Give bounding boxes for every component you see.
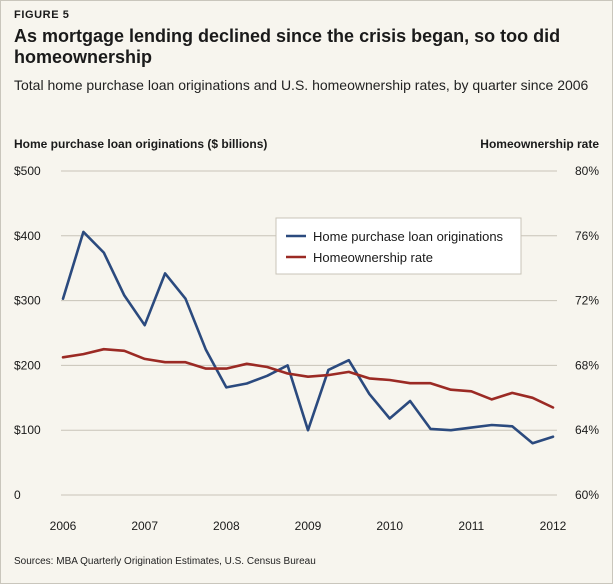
legend-entry: Homeownership rate <box>313 250 433 265</box>
x-tick-label: 2006 <box>50 519 77 533</box>
chart-title: As mortgage lending declined since the c… <box>14 26 561 67</box>
series-line-originations <box>61 230 555 445</box>
x-tick-label: 2009 <box>295 519 322 533</box>
figure-label: FIGURE 5 <box>14 9 70 21</box>
y-right-tick-label: 76% <box>575 229 599 243</box>
y-left-tick-label: $500 <box>14 164 41 178</box>
y-right-tick-label: 60% <box>575 488 599 502</box>
y-left-tick-label: $100 <box>14 423 41 437</box>
y-left-axis-title: Home purchase loan originations ($ billi… <box>14 137 267 151</box>
y-left-tick-label: 0 <box>14 488 21 502</box>
x-tick-label: 2012 <box>540 519 567 533</box>
y-left-tick-label: $200 <box>14 358 41 372</box>
chart-subtitle: Total home purchase loan originations an… <box>14 77 589 93</box>
y-right-axis-title: Homeownership rate <box>480 137 599 151</box>
x-tick-label: 2010 <box>376 519 403 533</box>
legend-entry: Home purchase loan originations <box>313 229 504 244</box>
x-tick-label: 2007 <box>131 519 158 533</box>
y-right-tick-label: 80% <box>575 164 599 178</box>
tick-labels: 0 $100 $200 $300 $400 $500 60% 64% 68% 72% 76% 80% 2… <box>14 164 599 533</box>
y-left-tick-label: $400 <box>14 229 41 243</box>
x-tick-label: 2008 <box>213 519 240 533</box>
y-right-tick-label: 64% <box>575 423 599 437</box>
y-left-tick-label: $300 <box>14 294 41 308</box>
series-lines <box>61 230 555 445</box>
y-right-tick-label: 72% <box>575 294 599 308</box>
legend: Home purchase loan originations Homeowner… <box>275 217 522 275</box>
legend-box <box>275 217 522 275</box>
source-note: Sources: MBA Quarterly Origination Estim… <box>14 556 316 567</box>
x-tick-label: 2011 <box>458 519 484 533</box>
series-line-homeownership <box>61 347 555 409</box>
y-right-tick-label: 68% <box>575 358 599 372</box>
